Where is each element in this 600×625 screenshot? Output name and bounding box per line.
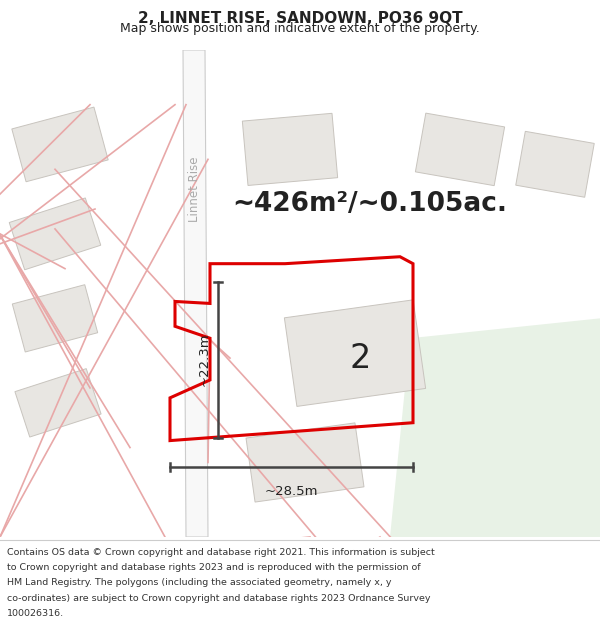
Text: ~426m²/~0.105ac.: ~426m²/~0.105ac. xyxy=(233,191,508,217)
Text: Contains OS data © Crown copyright and database right 2021. This information is : Contains OS data © Crown copyright and d… xyxy=(7,548,435,556)
Bar xyxy=(12,107,108,182)
Bar xyxy=(9,198,101,270)
Text: to Crown copyright and database rights 2023 and is reproduced with the permissio: to Crown copyright and database rights 2… xyxy=(7,563,421,572)
Text: co-ordinates) are subject to Crown copyright and database rights 2023 Ordnance S: co-ordinates) are subject to Crown copyr… xyxy=(7,594,431,602)
Bar xyxy=(246,423,364,502)
Bar xyxy=(13,285,98,352)
Bar xyxy=(415,113,505,186)
Polygon shape xyxy=(183,50,208,537)
Text: HM Land Registry. The polygons (including the associated geometry, namely x, y: HM Land Registry. The polygons (includin… xyxy=(7,578,392,587)
Polygon shape xyxy=(390,318,600,537)
Bar xyxy=(242,113,338,186)
Text: ~28.5m: ~28.5m xyxy=(265,486,318,498)
Text: Map shows position and indicative extent of the property.: Map shows position and indicative extent… xyxy=(120,22,480,35)
Text: Linnet Rise: Linnet Rise xyxy=(187,156,200,222)
Text: 2, LINNET RISE, SANDOWN, PO36 9QT: 2, LINNET RISE, SANDOWN, PO36 9QT xyxy=(137,11,463,26)
Bar xyxy=(284,300,425,406)
Text: 100026316.: 100026316. xyxy=(7,609,64,618)
Bar xyxy=(15,369,101,437)
Text: 2: 2 xyxy=(349,342,371,374)
Text: ~22.3m: ~22.3m xyxy=(197,332,211,386)
Bar xyxy=(516,131,594,198)
